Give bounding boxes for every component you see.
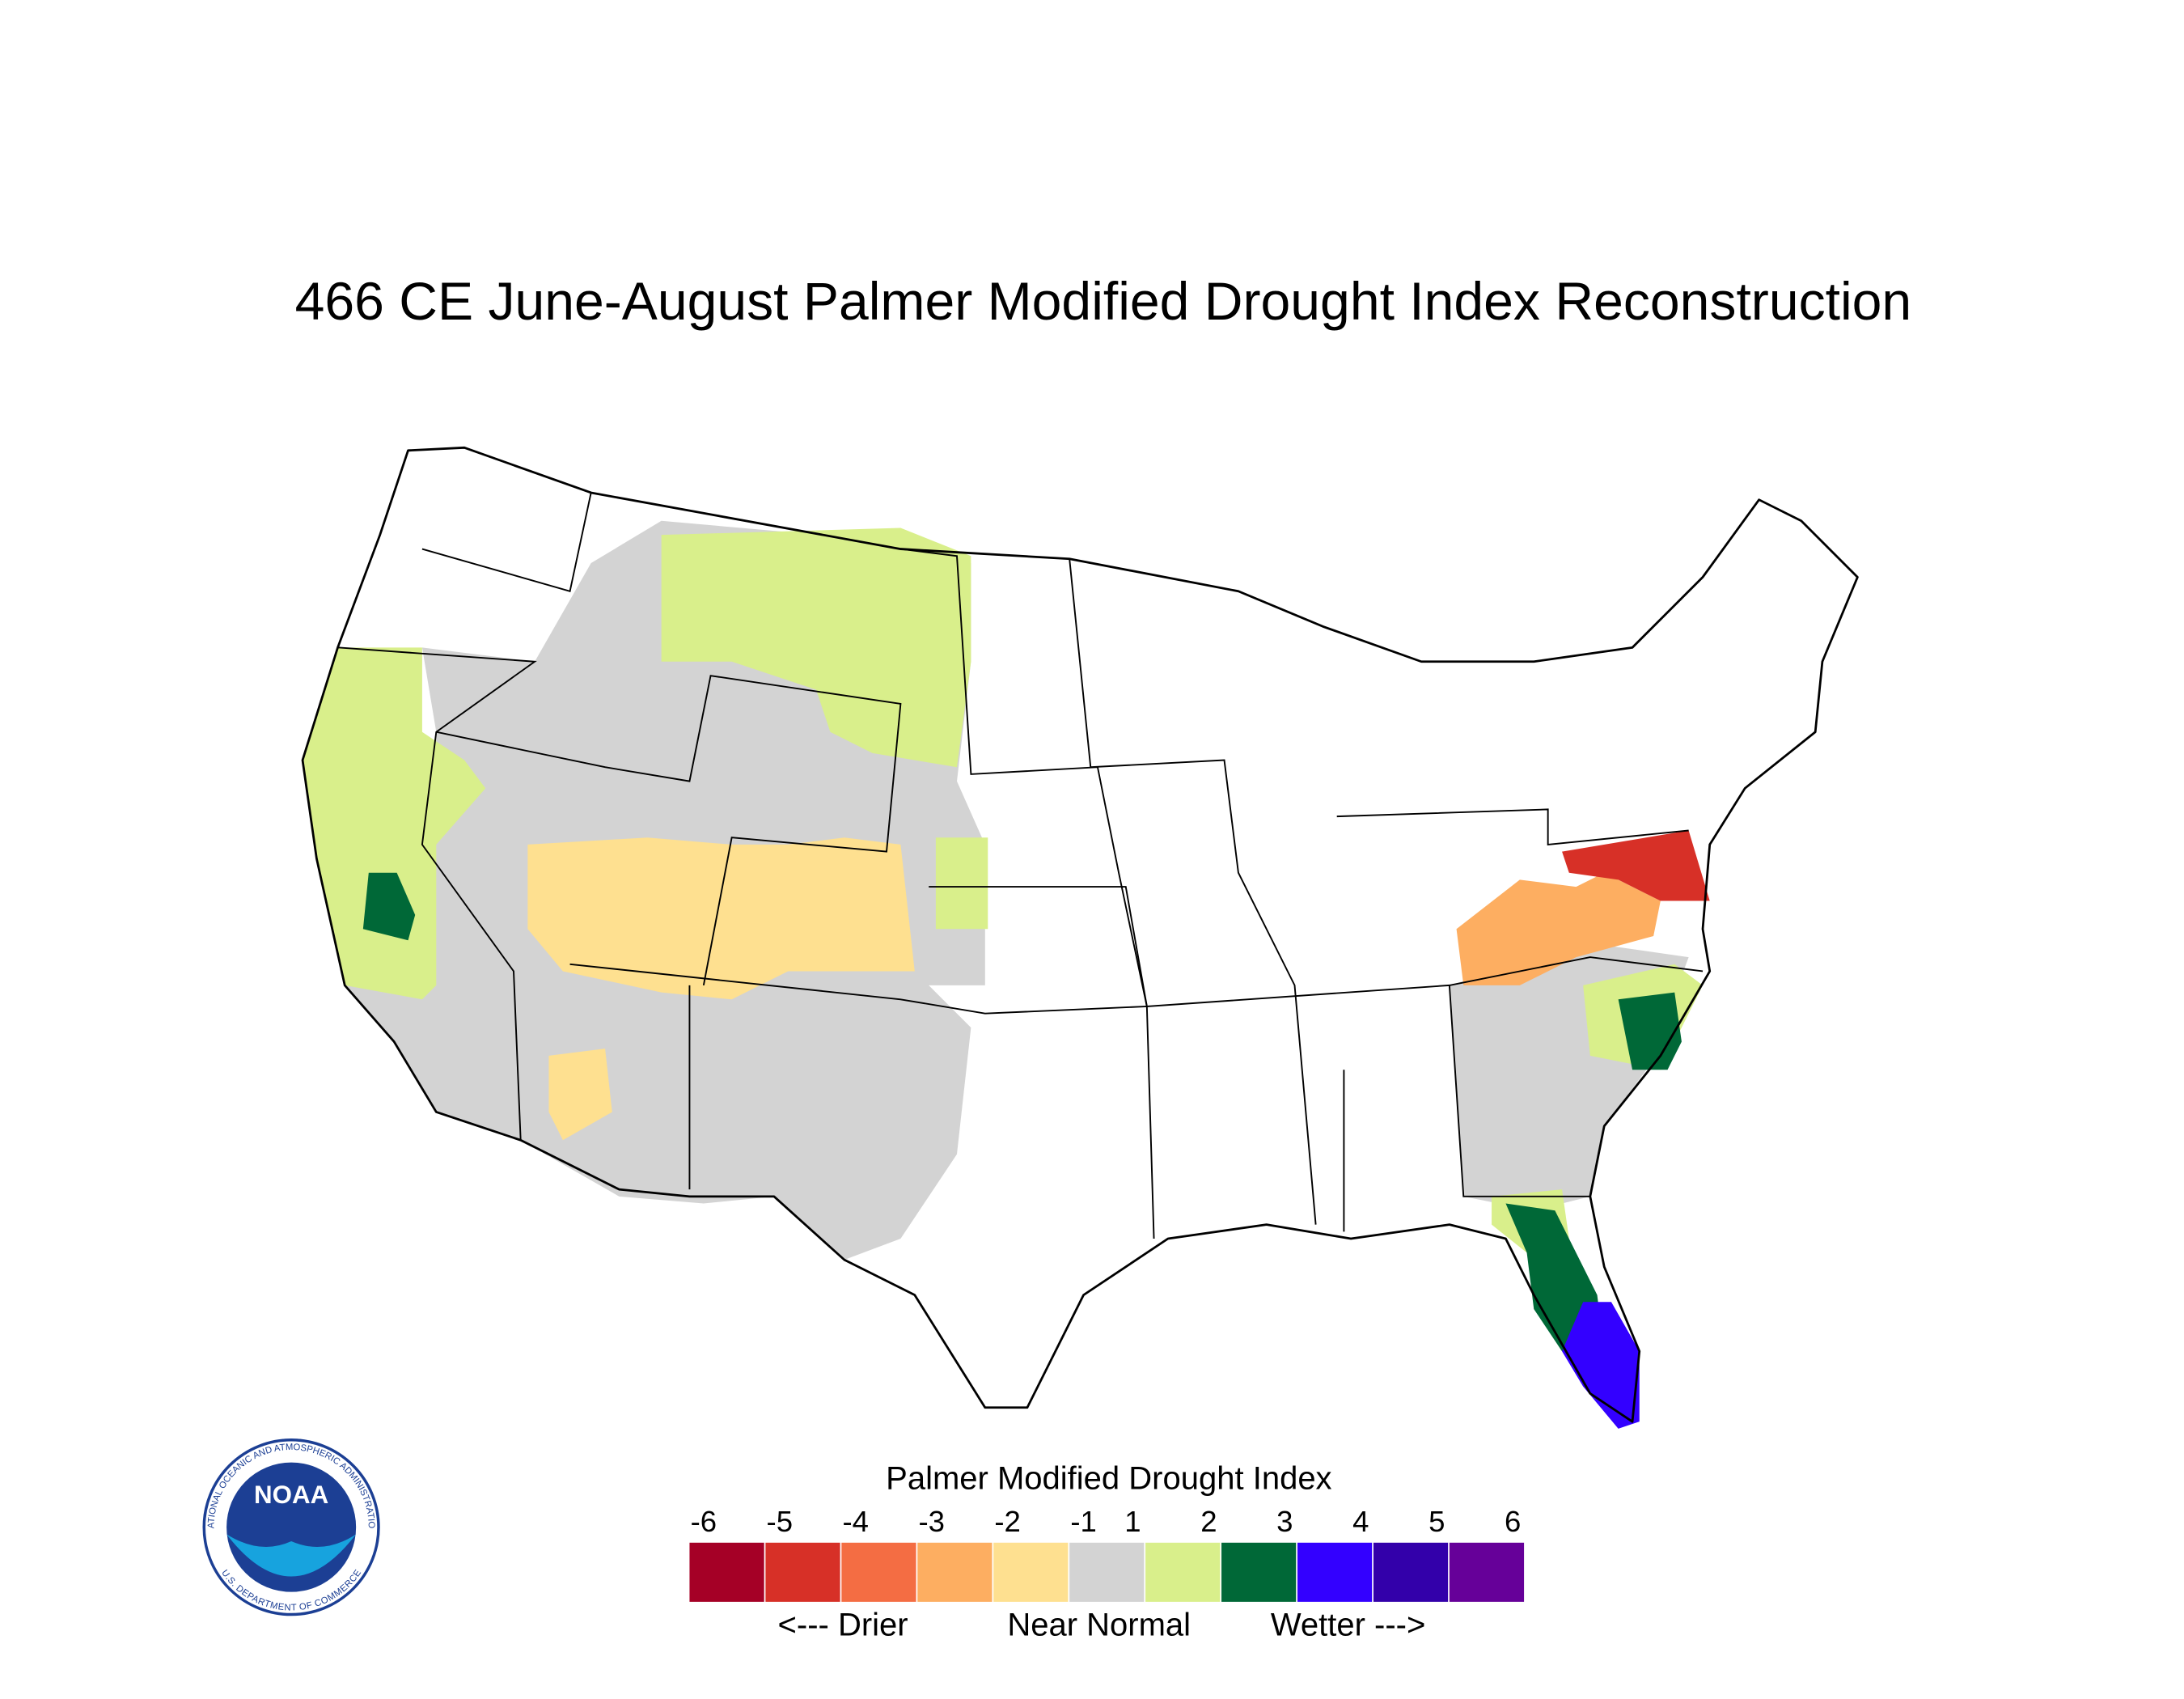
legend-tick-label: -3	[918, 1505, 944, 1538]
legend-swatch	[917, 1542, 993, 1602]
legend-swatch	[765, 1542, 840, 1602]
state-line	[929, 886, 1704, 1007]
map-title: 466 CE June-August Palmer Modified Droug…	[295, 272, 1912, 332]
legend-swatch	[1145, 1542, 1221, 1602]
logo-wave	[226, 1534, 357, 1577]
legend-swatch	[841, 1542, 916, 1602]
wet-sierra	[362, 872, 416, 941]
state-line	[337, 646, 537, 1141]
legend-swatch	[1069, 1542, 1145, 1602]
wet-montana	[661, 527, 971, 768]
legend-swatch	[1449, 1542, 1525, 1602]
state-line	[436, 675, 902, 986]
legend-tick-label: -1	[1070, 1505, 1096, 1538]
legend-swatch	[1297, 1542, 1373, 1602]
dry-arizona	[548, 1049, 612, 1141]
legend-swatch	[993, 1542, 1069, 1602]
legend-swatch	[689, 1542, 764, 1602]
state-line	[900, 548, 1148, 1007]
legend-tick-label: -6	[691, 1505, 717, 1538]
us-outline	[301, 446, 1859, 1423]
dry-west-virginia	[1456, 872, 1661, 985]
legend-descriptor: Near Normal	[1007, 1608, 1191, 1643]
state-line	[421, 492, 592, 592]
wet-california	[303, 647, 486, 1000]
legend-swatch	[1221, 1542, 1297, 1602]
legend-tick-label: -5	[767, 1505, 793, 1538]
map-fills	[303, 520, 1710, 1429]
legend-descriptor: Wetter --->	[1271, 1608, 1426, 1643]
state-boundaries	[301, 446, 1859, 1423]
legend-tick-label: 6	[1505, 1505, 1521, 1538]
very-wet-south-florida	[1562, 1302, 1640, 1429]
legend-tick-label: -4	[842, 1505, 868, 1538]
legend-swatch	[1373, 1542, 1449, 1602]
legend-tick-label: 5	[1428, 1505, 1445, 1538]
logo-text: NOAA	[254, 1481, 328, 1509]
legend-tick-label: 2	[1200, 1505, 1217, 1538]
dry-maryland	[1562, 830, 1710, 901]
legend-tick-label: -2	[994, 1505, 1020, 1538]
legend: Palmer Modified Drought Index -6 -5 -4 -3 -2…	[689, 1461, 1525, 1643]
state-line	[1448, 985, 1590, 1197]
state-line	[1069, 558, 1317, 1225]
legend-tick-label: 4	[1352, 1505, 1369, 1538]
legend-descriptor: <--- Drier	[778, 1608, 908, 1643]
legend-title: Palmer Modified Drought Index	[886, 1461, 1331, 1497]
wet-colorado-plains	[935, 837, 988, 930]
state-line	[569, 963, 1155, 1239]
state-line	[1336, 808, 1689, 845]
wet-north-carolina	[1618, 992, 1682, 1070]
dry-great-basin	[527, 837, 915, 1000]
legend-tick-label: 3	[1276, 1505, 1293, 1538]
legend-tick-label: 1	[1124, 1505, 1141, 1538]
